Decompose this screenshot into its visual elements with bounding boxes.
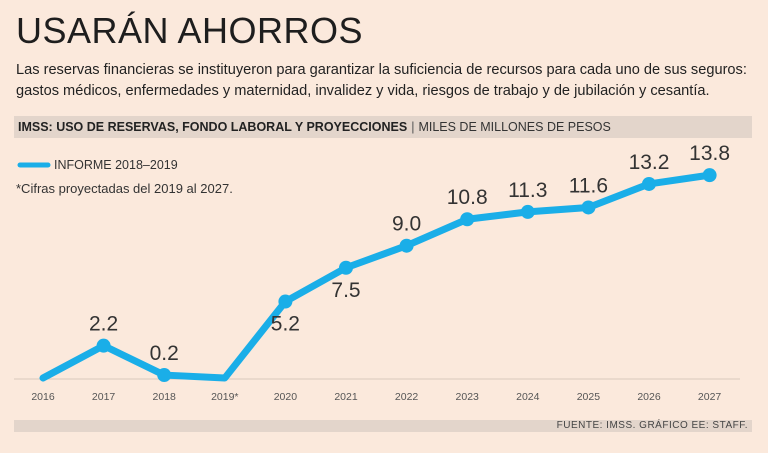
data-label-2022: 9.0 (392, 213, 421, 236)
x-tick-2021: 2021 (334, 391, 358, 403)
x-tick-2024: 2024 (516, 391, 540, 403)
header-separator: | (411, 120, 415, 134)
series-line (39, 171, 714, 382)
data-label-2017: 2.2 (89, 313, 118, 336)
x-tick-2023: 2023 (456, 391, 480, 403)
data-point-2027 (702, 168, 717, 183)
data-point-2022 (399, 238, 414, 253)
data-label-2021: 7.5 (331, 279, 360, 302)
x-tick-2026: 2026 (637, 391, 661, 403)
x-tick-2017: 2017 (92, 391, 116, 403)
data-point-2026 (642, 176, 656, 191)
data-point-2025 (581, 200, 596, 215)
x-tick-2016: 2016 (31, 391, 55, 403)
source-credit: FUENTE: IMSS. GRÁFICO EE: STAFF. (556, 420, 748, 431)
x-tick-2020: 2020 (274, 391, 298, 403)
data-label-2020: 5.2 (271, 313, 300, 336)
x-tick-2025: 2025 (577, 391, 601, 403)
x-tick-2018: 2018 (153, 391, 177, 403)
legend: INFORME 2018–2019 (17, 158, 178, 172)
projection-note: *Cifras proyectadas del 2019 al 2027. (16, 181, 233, 196)
data-point-2020 (278, 294, 293, 309)
x-tick-2022: 2022 (395, 391, 419, 403)
legend-label: INFORME 2018–2019 (54, 158, 178, 172)
data-point-2023 (460, 212, 475, 227)
chart-title: USARÁN AHORROS (16, 10, 364, 51)
data-point-2021 (339, 260, 353, 275)
x-tick-2027: 2027 (698, 391, 722, 403)
data-label-2018: 0.2 (150, 342, 179, 365)
data-point-2024 (520, 204, 535, 219)
data-label-2024: 11.3 (508, 179, 547, 202)
chart-subtitle: Las reservas financieras se instituyeron… (16, 62, 747, 99)
source-bar: FUENTE: IMSS. GRÁFICO EE: STAFF. (14, 420, 752, 432)
data-point-2017 (96, 338, 111, 353)
data-point-2018 (157, 368, 172, 383)
header-units: MILES DE MILLONES DE PESOS (418, 120, 611, 134)
data-label-2025: 11.6 (569, 174, 608, 197)
x-tick-2019: 2019* (211, 391, 238, 403)
header-title: IMSS: USO DE RESERVAS, FONDO LABORAL Y P… (18, 120, 408, 134)
data-label-2023: 10.8 (447, 186, 488, 209)
chart-header-bar: IMSS: USO DE RESERVAS, FONDO LABORAL Y P… (14, 116, 752, 138)
data-label-2026: 13.2 (629, 151, 670, 174)
data-label-2027: 13.8 (689, 142, 730, 165)
